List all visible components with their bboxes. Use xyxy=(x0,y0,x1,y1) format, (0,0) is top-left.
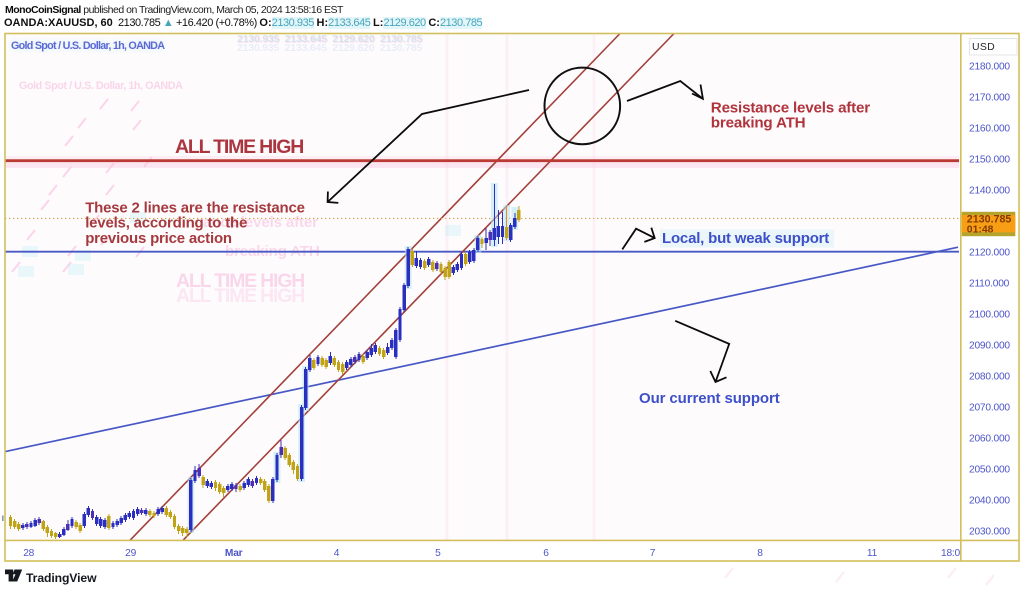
svg-text:ALL TIME HIGH: ALL TIME HIGH xyxy=(176,270,304,292)
svg-text:18:0: 18:0 xyxy=(941,548,961,559)
svg-text:Resistance levels after: Resistance levels after xyxy=(711,100,870,117)
svg-text:Gold Spot / U.S. Dollar, 1h, O: Gold Spot / U.S. Dollar, 1h, OANDA xyxy=(19,80,183,92)
svg-text:2120.000: 2120.000 xyxy=(969,247,1010,258)
svg-text:2030.000: 2030.000 xyxy=(969,526,1010,537)
svg-text:Mar: Mar xyxy=(225,548,243,559)
svg-text:ALL TIME HIGH: ALL TIME HIGH xyxy=(175,136,303,158)
svg-text:4: 4 xyxy=(334,548,340,559)
svg-text:Local, but weak support: Local, but weak support xyxy=(662,230,829,247)
svg-text:2100.000: 2100.000 xyxy=(969,309,1010,320)
svg-text:2140.000: 2140.000 xyxy=(969,185,1010,196)
svg-text:2150.000: 2150.000 xyxy=(969,154,1010,165)
svg-text:29: 29 xyxy=(125,548,136,559)
svg-text:8: 8 xyxy=(757,548,763,559)
svg-text:2180.000: 2180.000 xyxy=(969,61,1010,72)
svg-text:2080.000: 2080.000 xyxy=(969,371,1010,382)
svg-text:2050.000: 2050.000 xyxy=(969,464,1010,475)
svg-text:2170.000: 2170.000 xyxy=(969,92,1010,103)
svg-text:These 2 lines are the resistan: These 2 lines are the resistance xyxy=(85,200,305,217)
svg-text:28: 28 xyxy=(23,548,34,559)
svg-text:2130.785: 2130.785 xyxy=(967,214,1012,226)
svg-text:01:48: 01:48 xyxy=(967,224,994,235)
svg-text:2070.000: 2070.000 xyxy=(969,402,1010,413)
svg-text:Our current support: Our current support xyxy=(639,390,780,407)
svg-text:ALL TIME HIGH: ALL TIME HIGH xyxy=(176,285,304,307)
svg-text:2040.000: 2040.000 xyxy=(969,495,1010,506)
svg-text:2130.935 2133.645 2129.620: 2130.935 2133.645 2129.620 2130.785 xyxy=(237,42,422,54)
svg-text:5: 5 xyxy=(435,548,441,559)
svg-text:7: 7 xyxy=(650,548,656,559)
svg-text:2130.935 2133.645 2129.620: 2130.935 2133.645 2129.620 2130.785 xyxy=(237,33,422,45)
svg-text:USD: USD xyxy=(972,41,995,53)
svg-text:6: 6 xyxy=(543,548,549,559)
svg-text:2060.000: 2060.000 xyxy=(969,433,1010,444)
svg-text:2110.000: 2110.000 xyxy=(969,278,1010,289)
svg-text:previous price action: previous price action xyxy=(85,230,232,247)
svg-text:levels, according to the: levels, according to the xyxy=(85,215,247,232)
svg-text:breaking ATH: breaking ATH xyxy=(711,115,806,132)
svg-text:2160.000: 2160.000 xyxy=(969,123,1010,134)
svg-text:2090.000: 2090.000 xyxy=(969,340,1010,351)
svg-text:11: 11 xyxy=(867,548,878,559)
svg-text:2130.935 2133.645 2129.620: 2130.935 2133.645 2129.620 2130.785 xyxy=(238,34,423,46)
